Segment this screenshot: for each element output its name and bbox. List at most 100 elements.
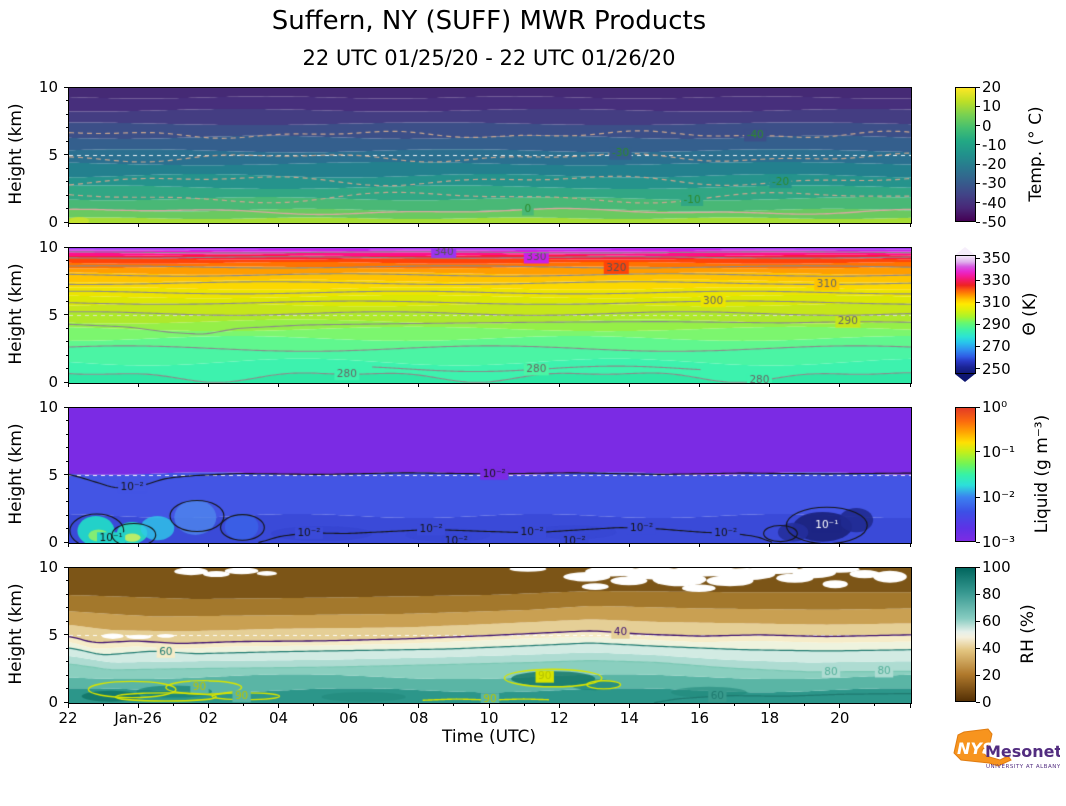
y-tick (63, 86, 68, 88)
x-tick (628, 383, 630, 387)
x-tick (909, 223, 911, 227)
y-tick-label: 0 (48, 693, 58, 711)
y-tick-label: 0 (48, 213, 58, 231)
x-tick-minor (453, 703, 455, 706)
x-tick (769, 543, 771, 547)
x-tick-label: 14 (619, 709, 639, 727)
x-tick (909, 383, 911, 387)
colorbar-tick-label: 100 (982, 558, 1011, 576)
logo-mesonet-text: Mesonet (985, 742, 1060, 761)
colorbar-tick (976, 323, 980, 325)
figure-subtitle: 22 UTC 01/25/20 - 22 UTC 01/26/20 (302, 46, 676, 70)
colorbar-tick-label: -30 (982, 174, 1007, 193)
colorbar-tick-label: 290 (982, 315, 1011, 334)
x-tick (769, 703, 771, 708)
x-tick-minor (874, 703, 876, 706)
colorbar-tick (976, 368, 980, 369)
colorbar-tick-label: 20 (982, 78, 1002, 96)
y-tick (63, 221, 68, 223)
x-tick (278, 703, 279, 708)
colorbar-tick-label: 10⁰ (982, 398, 1008, 416)
x-tick (67, 223, 69, 227)
colorbar-arrow-down (955, 374, 975, 382)
colorbar-tick-label: 60 (982, 612, 1002, 630)
x-tick (558, 223, 560, 227)
y-tick-label: 10 (38, 558, 58, 576)
x-tick (699, 223, 700, 227)
colorbar-tick-label: -20 (982, 155, 1007, 174)
x-tick (628, 543, 630, 547)
x-axis-label: Time (UTC) (442, 727, 536, 747)
colorbar-tick (976, 86, 980, 88)
x-tick-label: 18 (760, 709, 780, 727)
y-tick-label: 10 (38, 398, 58, 416)
x-tick (839, 543, 841, 547)
x-tick (348, 383, 350, 387)
y-tick-minor (65, 674, 68, 676)
colorbar-tick-label: 40 (982, 639, 1002, 657)
x-tick (137, 223, 139, 227)
colorbar-tick-label: 80 (982, 585, 1002, 603)
x-tick (699, 543, 700, 547)
x-tick (839, 383, 841, 387)
x-tick-label: 10 (479, 709, 499, 727)
x-tick (348, 703, 350, 708)
x-tick (418, 223, 420, 227)
x-tick (348, 223, 350, 227)
colorbar-arrow-up (955, 247, 975, 255)
y-tick-minor (65, 528, 68, 529)
colorbar-tick (976, 674, 980, 676)
x-tick (488, 223, 490, 227)
x-tick (137, 383, 139, 387)
x-tick (67, 703, 69, 708)
liquid-canvas (68, 407, 912, 544)
temp-canvas (68, 87, 912, 224)
y-tick-minor (65, 273, 68, 275)
x-tick (207, 703, 209, 708)
x-tick-minor (383, 703, 385, 706)
y-axis-label-rh: Height (km) (6, 583, 26, 685)
x-tick-label: 04 (268, 709, 289, 727)
colorbar-tick-label: 310 (982, 293, 1011, 312)
y-tick-minor (65, 607, 68, 608)
y-axis-label-theta: Height (km) (6, 263, 26, 365)
ny-state-shape (953, 728, 1012, 767)
colorbar-tick (976, 163, 980, 165)
colorbar-tick (976, 451, 980, 453)
colorbar-tick-label: 0 (982, 116, 992, 135)
y-tick-minor (65, 300, 68, 302)
x-tick (488, 703, 490, 708)
y-tick (63, 474, 68, 475)
y-tick (63, 634, 68, 635)
y-tick-minor (65, 661, 68, 662)
y-tick-minor (65, 287, 68, 288)
y-tick-minor (65, 260, 68, 261)
colorbar-tick (976, 125, 980, 127)
x-tick (418, 543, 420, 547)
temp-colorbar (955, 87, 976, 222)
x-tick (278, 383, 279, 387)
x-tick-label: 22 (58, 709, 78, 727)
temp-colorbar-label: Temp. (° C) (1026, 106, 1046, 202)
x-tick (558, 383, 560, 387)
y-tick (63, 566, 68, 568)
y-tick (63, 154, 68, 155)
x-tick-label: Jan-26 (114, 709, 162, 727)
theta-colorbar (955, 255, 976, 374)
y-tick-minor (65, 620, 68, 622)
colorbar-tick (976, 301, 980, 303)
y-tick (63, 701, 68, 703)
y-tick-minor (65, 100, 68, 101)
y-tick-minor (65, 580, 68, 581)
y-tick-minor (65, 140, 68, 142)
y-tick-minor (65, 501, 68, 502)
y-axis-label-liquid: Height (km) (6, 423, 26, 525)
y-tick-minor (65, 327, 68, 329)
liquid-colorbar-label: Liquid (g m⁻³) (1032, 414, 1052, 534)
x-tick (769, 383, 771, 387)
x-tick-minor (102, 703, 104, 706)
colorbar-tick-label: 10⁻³ (982, 533, 1016, 551)
nys-mesonet-logo: NYS Mesonet UNIVERSITY AT ALBANY (953, 728, 1060, 770)
y-tick-minor (65, 167, 68, 169)
